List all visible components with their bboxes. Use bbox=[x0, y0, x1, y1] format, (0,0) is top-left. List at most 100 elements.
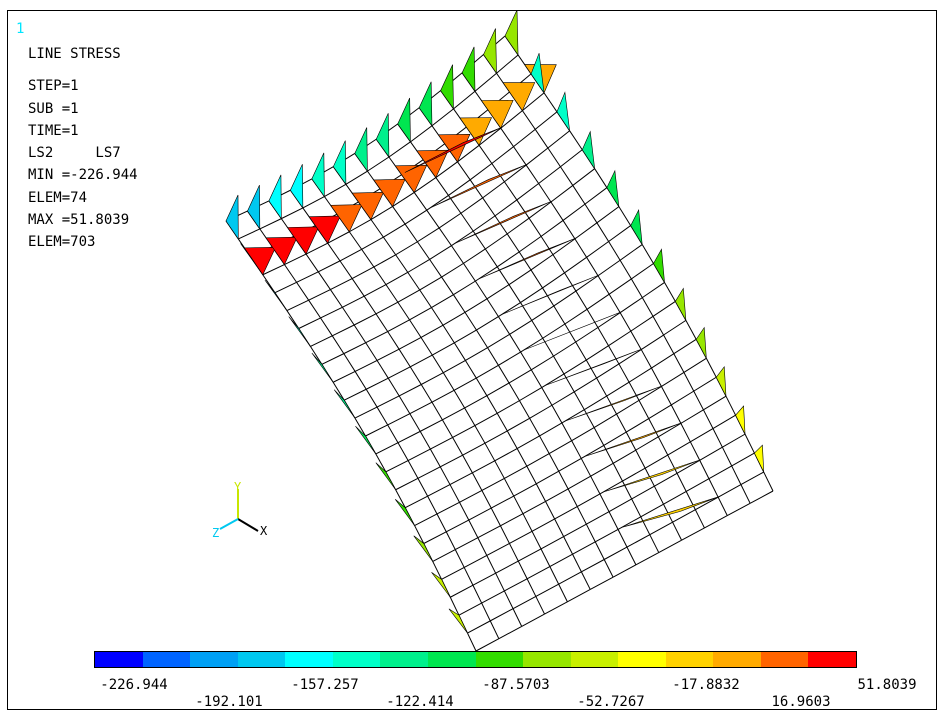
mesh-line bbox=[542, 323, 566, 339]
mesh-line bbox=[535, 596, 545, 615]
stress-glyph bbox=[581, 130, 595, 169]
mesh-line bbox=[744, 433, 755, 454]
stress-glyph bbox=[454, 200, 553, 244]
mesh-line bbox=[373, 254, 396, 268]
mesh-line bbox=[450, 245, 464, 264]
mesh-line bbox=[238, 228, 261, 240]
mesh-line bbox=[542, 287, 555, 307]
mesh-line bbox=[528, 201, 552, 219]
mesh-line bbox=[638, 400, 650, 419]
mesh-line bbox=[551, 405, 563, 424]
mesh-line bbox=[712, 428, 723, 448]
mesh-line bbox=[509, 319, 532, 335]
mesh-line bbox=[585, 523, 596, 543]
mesh-line bbox=[664, 282, 676, 302]
mesh-line bbox=[663, 491, 687, 505]
mesh-line bbox=[317, 271, 331, 290]
mesh-line bbox=[644, 454, 668, 469]
legend-label: -122.414 bbox=[386, 694, 454, 710]
mesh-line bbox=[395, 241, 418, 256]
stress-glyph bbox=[394, 499, 415, 526]
mesh-line bbox=[409, 413, 421, 432]
mesh-line bbox=[586, 257, 599, 277]
mesh-line bbox=[558, 458, 582, 472]
mesh-line bbox=[583, 409, 595, 428]
mesh-line bbox=[407, 272, 421, 291]
mesh-line bbox=[353, 313, 377, 326]
mesh-line bbox=[469, 163, 493, 181]
mesh-line bbox=[395, 489, 406, 508]
mesh-line bbox=[597, 312, 621, 328]
mesh-line bbox=[363, 295, 377, 315]
mesh-line bbox=[526, 566, 551, 580]
mesh-line bbox=[463, 263, 476, 282]
mesh-line bbox=[689, 441, 701, 461]
mesh-line bbox=[597, 275, 610, 295]
mesh-line bbox=[612, 449, 637, 464]
mesh-line bbox=[308, 289, 331, 301]
mesh-line bbox=[286, 299, 309, 312]
stress-glyph bbox=[448, 608, 468, 634]
mesh-line bbox=[341, 306, 355, 326]
mesh-line bbox=[274, 281, 297, 294]
mesh-line bbox=[500, 110, 523, 129]
stress-glyph bbox=[440, 64, 454, 110]
mesh-line bbox=[459, 490, 483, 503]
mesh-line bbox=[635, 552, 660, 566]
mesh-line bbox=[612, 463, 623, 482]
mesh-line bbox=[365, 424, 388, 437]
mesh-line bbox=[642, 282, 665, 299]
mesh-line bbox=[410, 354, 433, 368]
mesh-line bbox=[608, 345, 620, 365]
mesh-line bbox=[504, 465, 528, 479]
stress-glyph bbox=[544, 348, 643, 386]
mesh-line bbox=[628, 367, 652, 383]
mesh-line bbox=[603, 546, 628, 560]
mesh-line bbox=[569, 130, 583, 151]
mesh-line bbox=[526, 578, 537, 597]
mesh-line bbox=[541, 387, 553, 406]
mesh-line bbox=[676, 473, 687, 492]
mesh-line bbox=[395, 254, 409, 273]
stress-glyph bbox=[394, 164, 428, 194]
info-sub: SUB =1 bbox=[28, 100, 79, 117]
mesh-line bbox=[581, 559, 605, 573]
mesh-line bbox=[342, 295, 365, 308]
mesh-line bbox=[432, 549, 456, 562]
mesh-line bbox=[567, 475, 591, 490]
mesh-line bbox=[416, 241, 431, 260]
mesh-line bbox=[694, 509, 705, 529]
mesh-line bbox=[469, 179, 484, 199]
mesh-line bbox=[653, 485, 664, 505]
mesh-line bbox=[685, 491, 696, 510]
mesh-line bbox=[572, 185, 586, 205]
mesh-line bbox=[520, 287, 543, 303]
legend-color-band bbox=[237, 652, 286, 667]
mesh-line bbox=[438, 227, 452, 246]
mesh-line bbox=[284, 253, 307, 265]
stress-glyph bbox=[606, 169, 620, 207]
mesh-line bbox=[693, 376, 717, 392]
mesh-line bbox=[626, 534, 651, 548]
mesh-line bbox=[536, 470, 559, 485]
mesh-line bbox=[608, 330, 632, 347]
mesh-line bbox=[540, 536, 564, 550]
mesh-line bbox=[571, 427, 595, 442]
mesh-line bbox=[641, 244, 654, 264]
mesh-line bbox=[414, 525, 425, 544]
mesh-line bbox=[685, 320, 697, 340]
mesh-line bbox=[413, 177, 437, 193]
mesh-line bbox=[481, 477, 505, 491]
stress-glyph bbox=[431, 572, 451, 598]
mesh-line bbox=[320, 306, 343, 319]
mesh-line bbox=[705, 358, 717, 378]
mesh-line bbox=[496, 413, 508, 432]
mesh-line bbox=[516, 448, 528, 467]
mesh-line bbox=[670, 390, 695, 406]
mesh-line bbox=[309, 346, 323, 365]
mesh-line bbox=[631, 263, 654, 280]
mesh-line bbox=[652, 301, 676, 317]
mesh-line bbox=[590, 475, 601, 495]
mesh-line bbox=[563, 359, 587, 375]
mesh-line bbox=[531, 355, 554, 371]
